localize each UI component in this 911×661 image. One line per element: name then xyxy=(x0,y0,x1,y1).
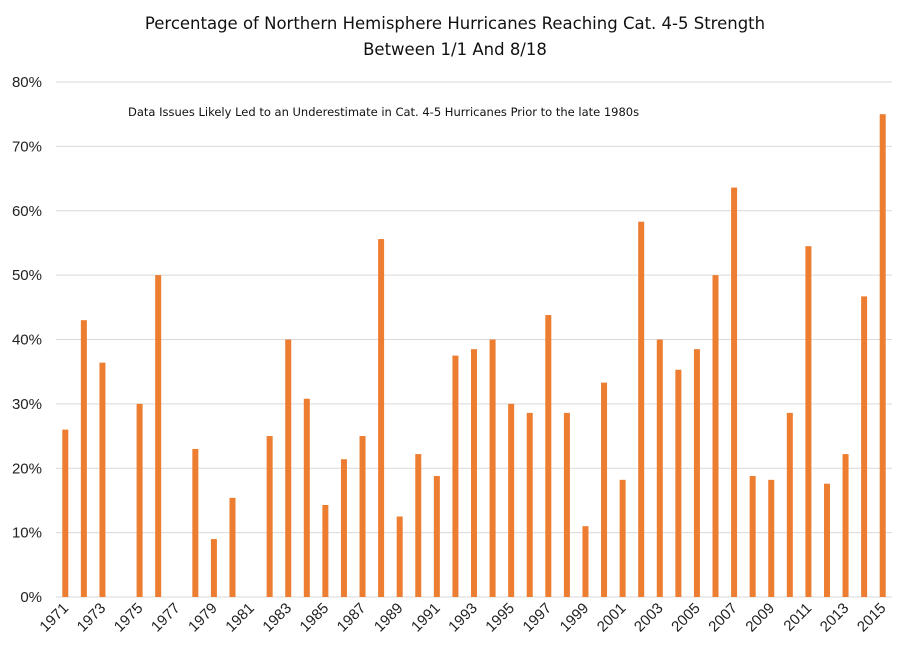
bar xyxy=(768,479,775,597)
bar xyxy=(842,454,849,597)
x-tick-label: 2009 xyxy=(742,600,778,636)
bar xyxy=(693,349,700,597)
y-tick-label: 40% xyxy=(12,332,42,349)
x-tick-label: 1979 xyxy=(185,600,221,636)
bar xyxy=(638,221,645,597)
x-tick-label: 1989 xyxy=(371,600,407,636)
x-tick-label: 1973 xyxy=(74,600,110,636)
bar xyxy=(99,362,106,597)
chart-title-line-2: Between 1/1 And 8/18 xyxy=(363,40,547,59)
x-tick-label: 1981 xyxy=(222,600,258,636)
x-tick-label: 1999 xyxy=(557,600,593,636)
x-tick-label: 1991 xyxy=(408,600,444,636)
bar xyxy=(582,526,589,597)
bar xyxy=(62,429,69,597)
x-tick-label: 1995 xyxy=(482,600,518,636)
x-tick-label: 2005 xyxy=(668,600,704,636)
y-tick-label: 20% xyxy=(12,460,42,477)
y-tick-label: 10% xyxy=(12,525,42,542)
bar xyxy=(545,315,552,597)
bar xyxy=(861,296,868,597)
bar xyxy=(786,412,793,597)
y-tick-label: 80% xyxy=(12,74,42,91)
x-tick-label: 1997 xyxy=(520,600,556,636)
x-tick-label: 1987 xyxy=(334,600,370,636)
bar xyxy=(285,339,292,597)
bar xyxy=(526,412,533,597)
bar xyxy=(563,412,570,597)
bar xyxy=(656,339,663,597)
bar xyxy=(396,516,403,597)
x-axis-ticks: 1971 1973 1975 1977 1979 1981 1983 1985 1987 1989… xyxy=(36,600,889,636)
x-tick-label: 1993 xyxy=(445,600,481,636)
bar xyxy=(80,320,87,597)
bar xyxy=(823,483,830,597)
y-tick-label: 50% xyxy=(12,267,42,284)
chart-title-line-1: Percentage of Northern Hemisphere Hurric… xyxy=(145,14,765,33)
y-tick-label: 60% xyxy=(12,203,42,220)
bar xyxy=(508,403,515,597)
y-axis-ticks: 0% 10% 20% 30% 40% 50% 60% 70% 80% xyxy=(12,74,42,606)
y-tick-label: 70% xyxy=(12,138,42,155)
bar xyxy=(471,349,477,597)
bar xyxy=(378,239,385,597)
x-tick-label: 2011 xyxy=(780,600,815,635)
bar xyxy=(340,459,347,597)
bar xyxy=(303,398,310,597)
bar xyxy=(601,382,608,597)
x-tick-label: 2003 xyxy=(631,600,667,636)
x-tick-label: 2007 xyxy=(705,600,741,636)
y-tick-label: 30% xyxy=(12,396,42,413)
bar xyxy=(731,187,738,597)
bar xyxy=(415,454,422,597)
bars xyxy=(62,114,886,597)
bar xyxy=(192,448,199,597)
bar xyxy=(805,246,812,597)
x-tick-label: 1985 xyxy=(297,600,333,636)
bar xyxy=(322,504,329,597)
bar xyxy=(712,275,719,597)
x-tick-label: 1977 xyxy=(148,600,184,636)
bar xyxy=(229,497,236,597)
bar xyxy=(266,436,273,597)
bar xyxy=(155,275,162,597)
bar xyxy=(452,355,459,597)
y-tick-label: 0% xyxy=(20,589,42,606)
bar xyxy=(433,475,440,597)
x-tick-label: 1975 xyxy=(111,600,147,636)
bar xyxy=(675,369,682,597)
bar xyxy=(210,539,217,597)
x-tick-label: 2001 xyxy=(594,600,630,636)
bar xyxy=(879,114,886,597)
bar xyxy=(619,479,626,597)
x-tick-label: 2015 xyxy=(854,600,890,636)
bar xyxy=(359,436,366,597)
x-tick-label: 1983 xyxy=(259,600,295,636)
bar xyxy=(749,475,756,597)
bar xyxy=(136,403,143,597)
chart-annotation: Data Issues Likely Led to an Underestima… xyxy=(128,105,639,119)
bar xyxy=(489,339,496,597)
x-tick-label: 2013 xyxy=(817,600,853,636)
